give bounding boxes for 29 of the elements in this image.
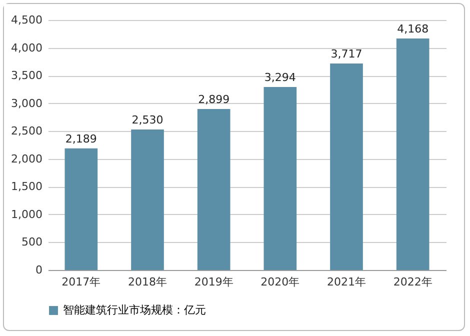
y-tick-label: 1,500 (11, 180, 42, 194)
y-tick-label: 3,000 (11, 96, 42, 110)
x-tick-label: 2018年 (128, 276, 167, 288)
text: 2,899 (198, 92, 230, 106)
text: 2,189 (65, 132, 97, 146)
y-tick-label: 2,500 (11, 124, 42, 138)
bar (330, 64, 363, 270)
text: 3,717 (330, 48, 362, 60)
text: 3,294 (264, 71, 296, 84)
y-tick-label: 0 (36, 264, 42, 276)
y-tick-label: 3,500 (11, 69, 42, 82)
bar (197, 108, 230, 270)
x-tick-label: 2022年 (393, 276, 432, 288)
x-tick-label: 2017年 (62, 276, 101, 288)
y-tick-label: 500 (22, 236, 42, 249)
x-tick-label: 2020年 (260, 276, 300, 288)
bar (131, 129, 164, 270)
y-tick-label: 1,000 (11, 208, 42, 221)
bar (64, 148, 98, 270)
x-tick-label: 2019年 (194, 276, 234, 288)
text: 4,168 (397, 22, 429, 36)
bar (264, 87, 297, 270)
text: 2,530 (132, 113, 164, 126)
bar (396, 38, 430, 270)
y-tick-label: 4,000 (11, 41, 42, 54)
y-tick-label: 4,500 (11, 14, 42, 26)
x-tick-label: 2021年 (327, 276, 366, 288)
y-tick-label: 2,000 (11, 152, 42, 166)
legend-label: 智能建筑行业市场规模：亿元 (63, 304, 206, 316)
